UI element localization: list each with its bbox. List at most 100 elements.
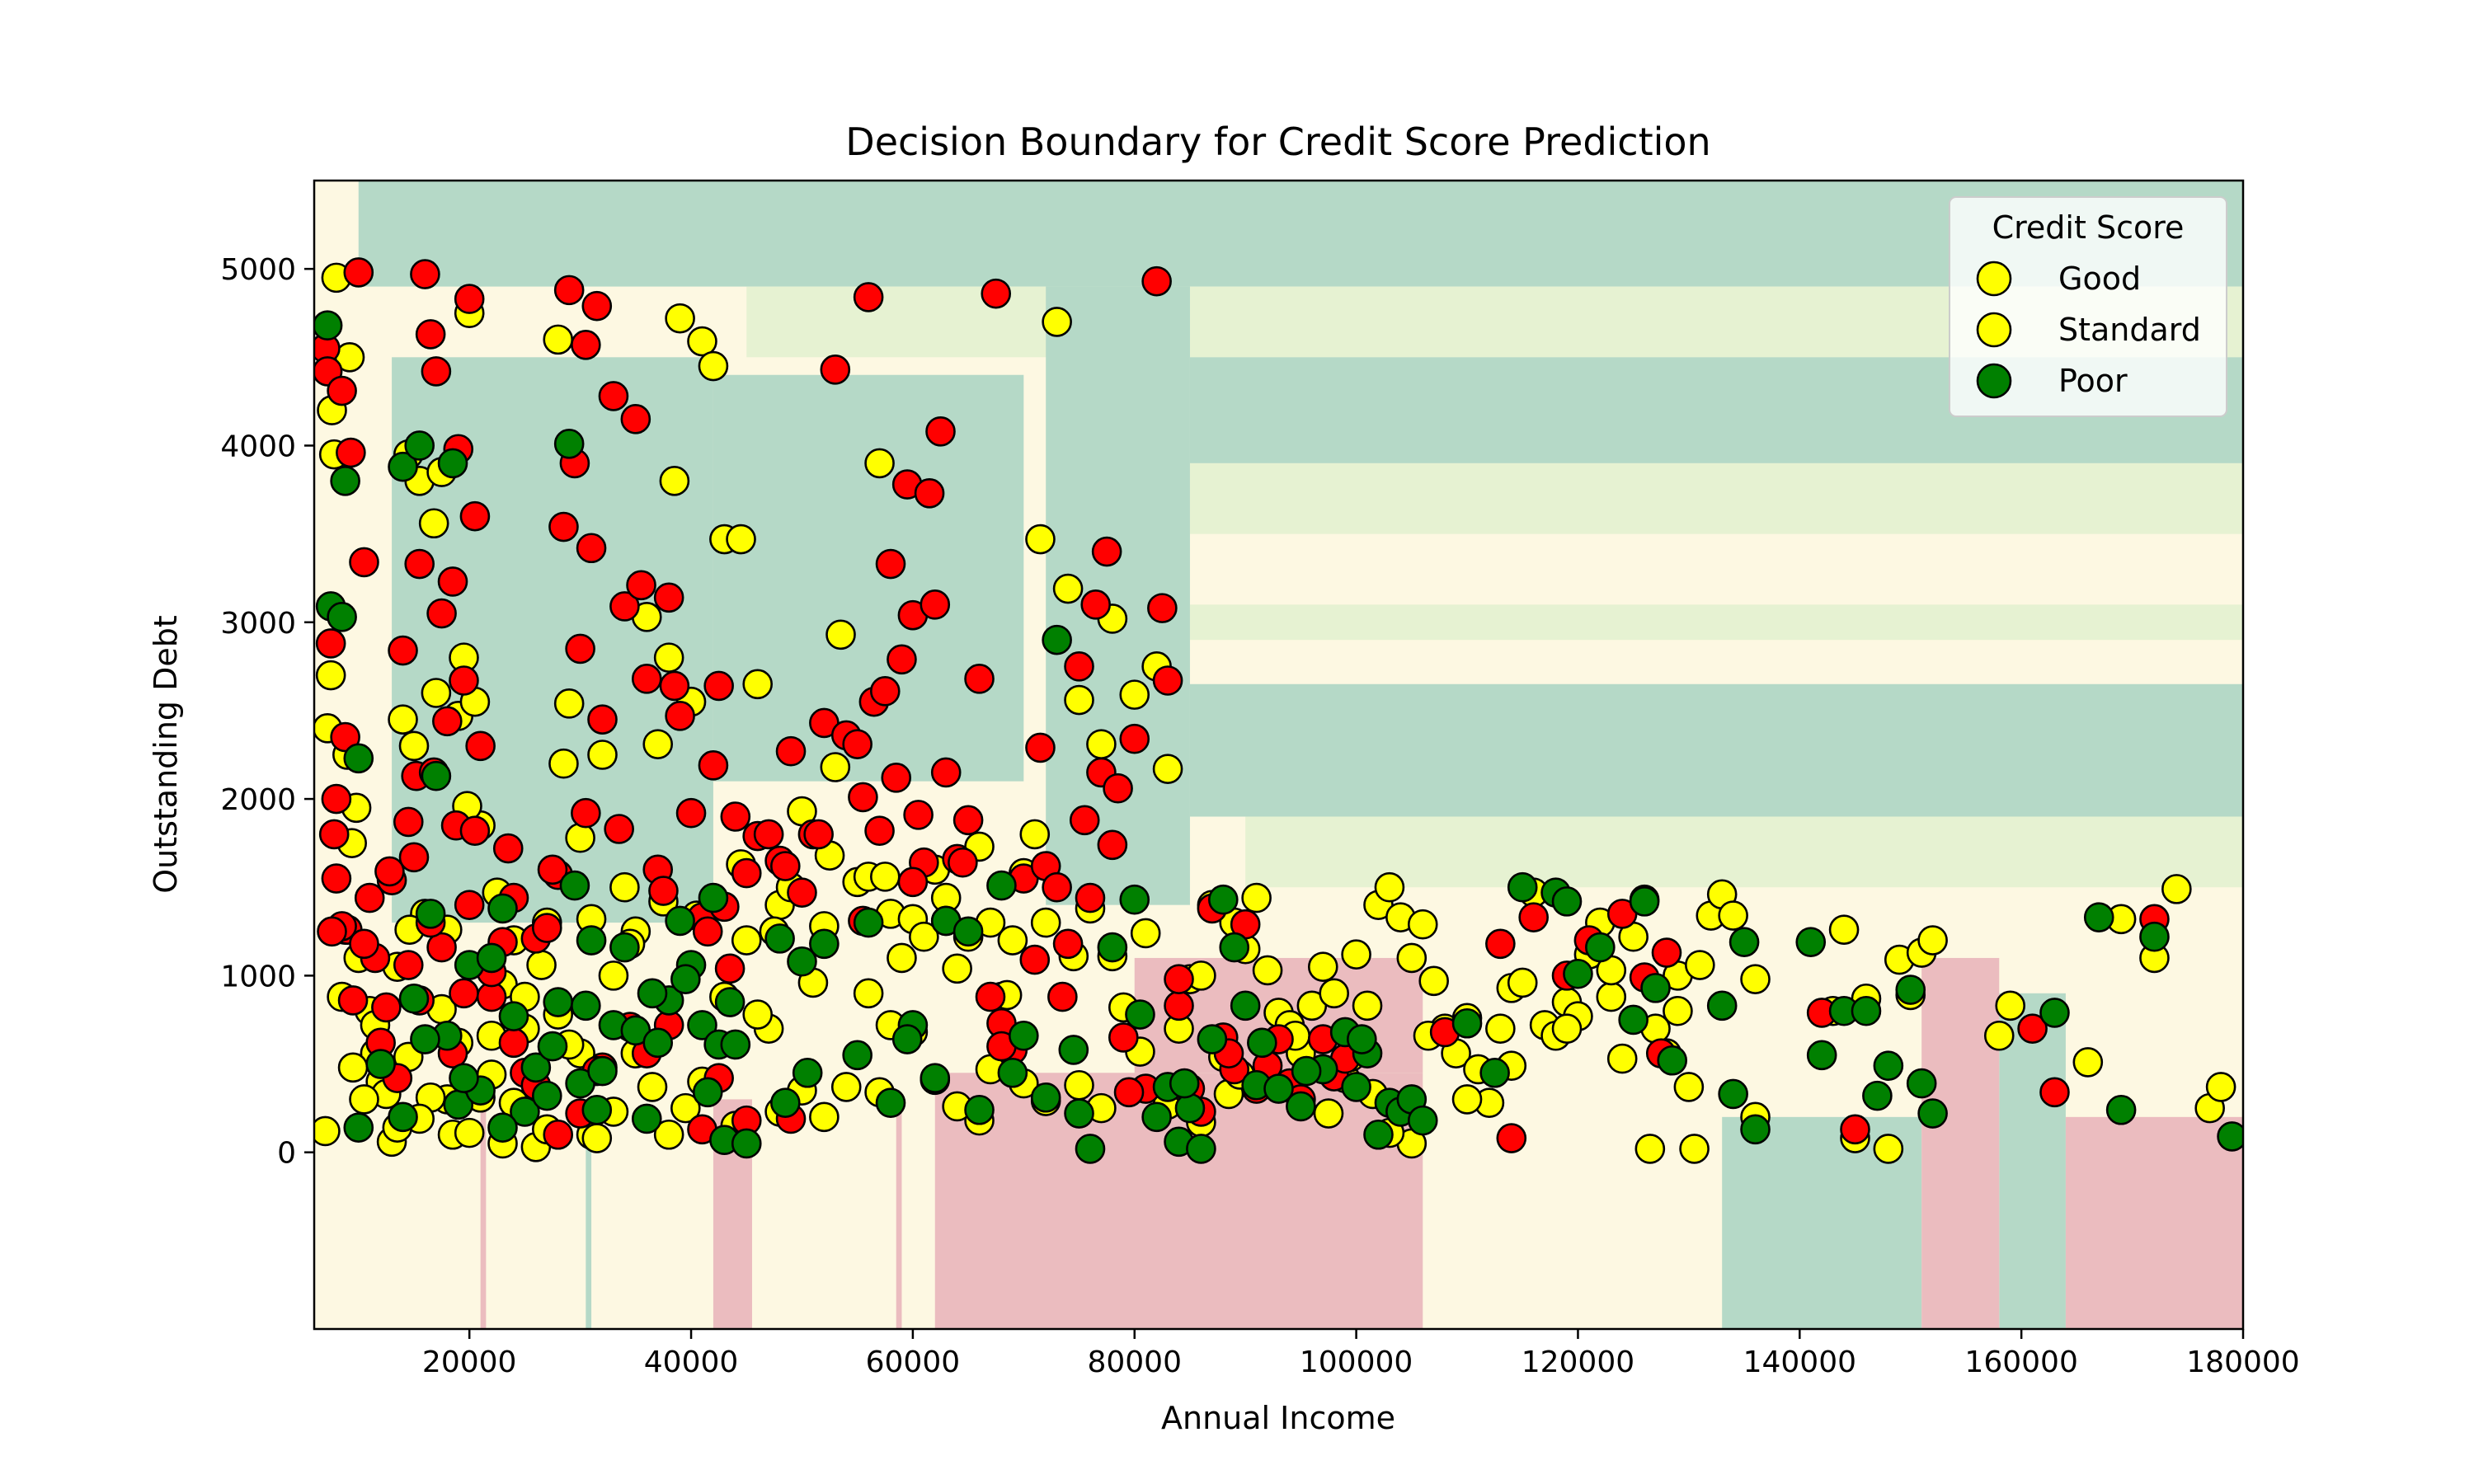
point-standard [1119,723,1150,754]
point-good [1313,1098,1344,1129]
point-standard [321,783,352,815]
point-standard [330,721,360,753]
point-standard [337,985,369,1016]
point-poor [537,1031,568,1062]
region-poor [586,1099,592,1329]
point-good [1130,918,1161,949]
region-standard [1921,957,2000,1329]
point-poor [388,451,418,482]
point-standard [454,890,485,920]
point-standard [421,356,452,387]
legend-label-good: Good [2058,261,2141,297]
point-standard [1103,773,1133,804]
point-poor [1075,1134,1106,1164]
point-standard [914,478,945,509]
point-standard [410,259,440,289]
point-standard [1080,589,1111,620]
point-standard [864,815,895,846]
point-standard [426,932,457,963]
point-good [587,740,618,770]
point-good [1718,900,1748,931]
point-poor [642,1027,674,1059]
point-poor [1585,932,1616,963]
point-poor [698,882,729,913]
point-poor [1042,624,1072,655]
point-poor [1347,1024,1377,1054]
plot-frame [313,179,2245,1331]
point-poor [1479,1057,1510,1088]
point-poor [559,870,590,901]
point-standard [565,633,595,665]
point-poor [1291,1055,1322,1087]
point-standard [875,548,906,580]
point-standard [426,598,457,629]
x-axis-ticks: 20000 40000 60000 80000 100000 120000 140000 16… [422,1329,2300,1379]
point-good [1596,981,1627,1012]
point-standard [1052,928,1084,960]
point-good [2072,1047,2104,1078]
point-poor [2139,921,2170,952]
point-standard [903,800,934,830]
point-poor [1851,995,1882,1026]
point-poor [498,1001,529,1031]
point-poor [1219,932,1250,963]
point-poor [1718,1078,1748,1110]
point-standard [1019,944,1051,975]
x-tick-label: 80000 [1087,1345,1182,1379]
point-standard [315,628,346,659]
point-good [1064,1069,1094,1101]
point-poor [952,916,984,947]
legend-label-standard: Standard [2058,312,2201,348]
point-good [1152,754,1183,784]
y-axis-label: Outstanding Debt [148,615,184,894]
point-good [665,303,695,334]
point-poor [2217,1121,2243,1152]
point-poor [1141,1101,1172,1133]
point-standard [576,533,607,564]
point-poor [437,448,468,479]
point-poor [1230,990,1261,1021]
point-standard [327,375,357,406]
point-good [337,1052,369,1083]
point-good [830,1072,862,1102]
point-poor [1247,1027,1277,1059]
point-standard [349,547,379,578]
point-poor [1507,871,1538,903]
point-poor [404,430,435,461]
point-standard [853,282,884,312]
point-standard [318,819,350,850]
point-good [1485,1013,1516,1044]
point-good [1086,729,1117,759]
point-standard [1075,882,1106,913]
point-standard [1069,805,1100,836]
point-standard [388,635,418,666]
point-good [942,953,972,984]
point-poor [449,1063,479,1093]
point-standard [415,319,446,350]
point-good [642,729,674,759]
point-good [653,1119,684,1150]
point-standard [648,876,679,906]
legend-marker-good [1976,261,2012,297]
legend-marker-poor [1976,363,2012,399]
legend: Credit Score Good Standard Poor [1949,196,2227,417]
point-poor [1119,884,1150,915]
point-good [1673,1072,1705,1102]
point-standard [653,582,684,613]
point-standard [459,500,491,532]
point-poor [1563,958,1593,989]
point-good [809,1101,840,1133]
legend-title: Credit Score [1992,209,2185,246]
point-standard [698,750,729,781]
point-standard [2039,1077,2070,1108]
point-poor [1174,1092,1206,1124]
x-tick-label: 100000 [1300,1345,1413,1379]
point-standard [930,757,962,788]
point-standard [631,664,662,694]
point-poor [476,942,507,974]
point-standard [609,591,640,622]
point-poor [1906,1068,1937,1099]
point-poor [665,905,695,937]
point-good [909,921,939,952]
chart-title: Decision Boundary for Credit Score Predi… [845,120,1710,164]
